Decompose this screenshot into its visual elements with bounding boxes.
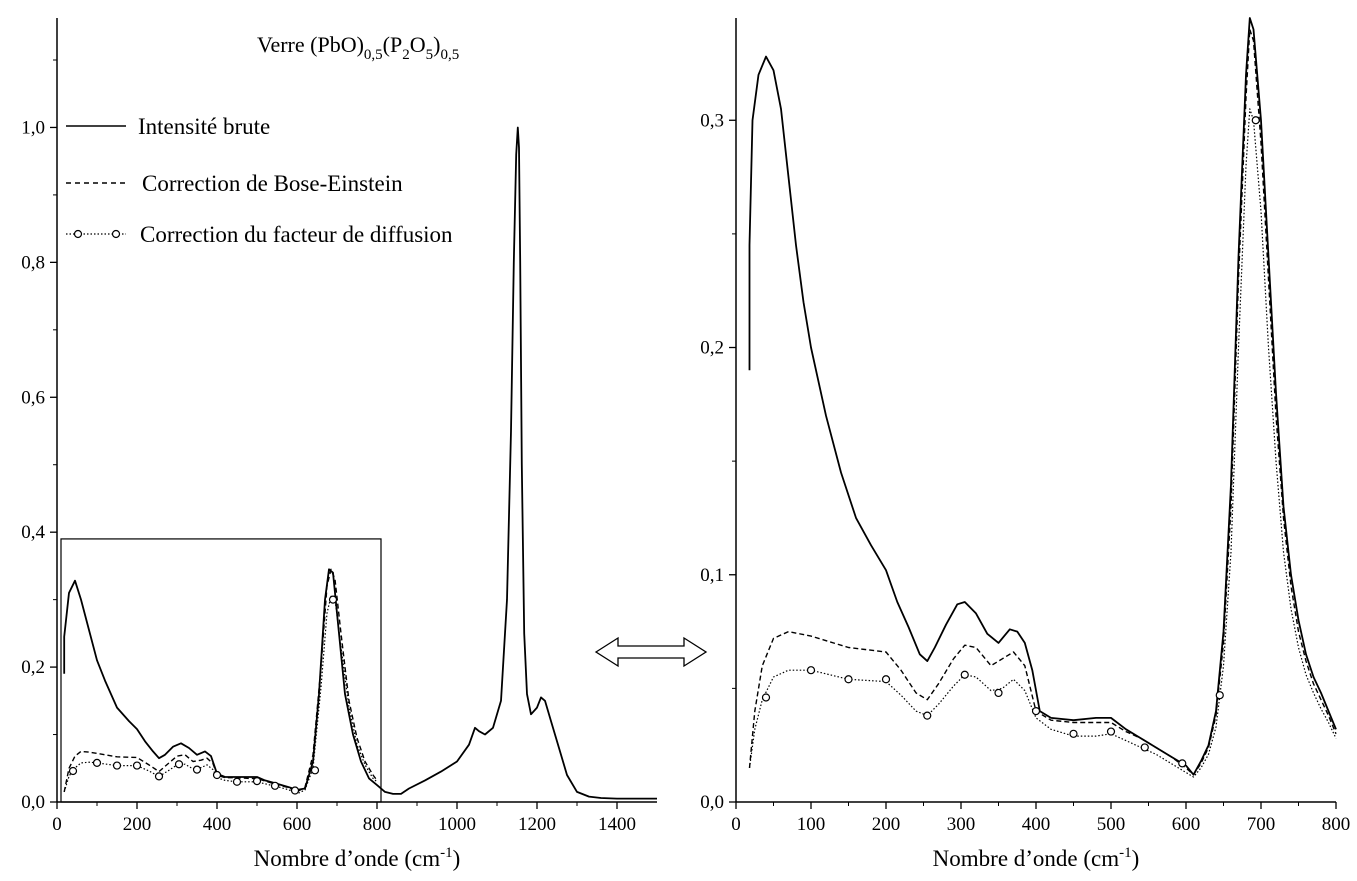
y-tick-label: 0,0 [700, 792, 724, 813]
y-tick-label: 0,2 [700, 338, 724, 359]
legend-marker-circle [73, 229, 83, 239]
series-marker-circle [1178, 759, 1187, 768]
legend-item-diffusion: Correction du facteur de diffusion [66, 222, 453, 247]
series-marker-circle [1140, 743, 1149, 752]
x-tick-label: 500 [1097, 814, 1126, 835]
series-line-solid [63, 126, 657, 800]
chart-title: Verre (PbO)0,5(P2O5)0,5 [257, 32, 459, 63]
left-ticks: 0 200 400 600 800 1000 1200 1400 0,0 0,2 0,4 0,6 0,8… [21, 59, 636, 835]
series-marker-circle [994, 688, 1003, 698]
legend-label: Intensité brute [138, 114, 270, 139]
y-tick-label: 0,3 [700, 110, 724, 131]
series-line-dashed [63, 568, 378, 793]
x-tick-label: 200 [872, 814, 901, 835]
y-tick-label: 0,0 [21, 792, 45, 813]
y-tick-label: 0,8 [21, 252, 45, 273]
left-x-axis-title: Nombre d’onde (cm-1) [254, 845, 461, 871]
series-marker-circle [960, 670, 969, 679]
series-marker-circle [232, 777, 242, 786]
x-tick-label: 100 [797, 814, 826, 835]
legend: Intensité brute Correction de Bose-Einst… [66, 114, 453, 247]
legend-item-bose-einstein: Correction de Bose-Einstein [66, 171, 403, 196]
series-marker-circle [1106, 727, 1116, 736]
x-tick-label: 600 [1172, 814, 1201, 835]
legend-item-raw: Intensité brute [66, 114, 270, 139]
series-marker-circle [881, 675, 891, 684]
right-x-axis-title: Nombre d’onde (cm-1) [933, 845, 1140, 871]
legend-marker-circle [111, 229, 121, 239]
right-chart-zoom: 0 100 200 300 400 500 600 700 800 0,0 0,1 0,2 0,3 No… [700, 17, 1350, 871]
x-tick-label: 400 [1022, 814, 1051, 835]
series-marker-circle [270, 781, 280, 790]
series-line-dotted-circles [748, 108, 1337, 778]
x-tick-label: 0 [731, 814, 741, 835]
series-marker-circle [212, 770, 222, 780]
x-tick-label: 1400 [598, 814, 636, 835]
right-curves [748, 17, 1337, 778]
series-marker-circle [761, 693, 771, 702]
series-marker-circle [68, 766, 78, 776]
double-arrow-icon [594, 636, 708, 668]
series-marker-circle [1251, 116, 1260, 125]
x-tick-label: 400 [203, 814, 232, 835]
series-line-dashed [748, 28, 1337, 776]
legend-label: Correction de Bose-Einstein [142, 171, 403, 196]
series-marker-circle [132, 761, 142, 770]
series-marker-circle [252, 776, 262, 786]
y-tick-label: 0,6 [21, 387, 45, 408]
x-tick-label: 600 [283, 814, 312, 835]
x-tick-label: 1200 [518, 814, 556, 835]
x-tick-label: 200 [123, 814, 152, 835]
series-marker-circle [290, 786, 300, 795]
y-tick-label: 0,1 [700, 565, 724, 586]
y-tick-label: 0,2 [21, 657, 45, 678]
x-tick-label: 800 [363, 814, 392, 835]
series-marker-circle [174, 760, 184, 769]
x-tick-label: 700 [1247, 814, 1276, 835]
left-curves [63, 126, 657, 800]
x-tick-label: 1000 [438, 814, 476, 835]
series-marker-circle [923, 711, 932, 720]
series-marker-circle [92, 758, 102, 767]
series-marker-circle [310, 766, 320, 775]
x-tick-label: 300 [947, 814, 976, 835]
series-marker-circle [844, 675, 853, 684]
series-marker-circle [192, 765, 202, 774]
series-marker-circle [328, 595, 338, 604]
x-tick-label: 800 [1322, 814, 1351, 835]
series-marker-circle [1215, 691, 1224, 700]
series-marker-circle [806, 666, 816, 675]
y-tick-label: 1,0 [21, 117, 45, 138]
series-line-solid [748, 17, 1337, 776]
y-tick-label: 0,4 [21, 522, 45, 543]
left-chart: 0 200 400 600 800 1000 1200 1400 0,0 0,2 0,4 0,6 0,8… [21, 18, 657, 871]
legend-label: Correction du facteur de diffusion [140, 222, 453, 247]
series-marker-circle [1069, 729, 1078, 738]
right-ticks: 0 100 200 300 400 500 600 700 800 0,0 0,1 0,2 0,3 [700, 110, 1350, 835]
series-marker-circle [1031, 707, 1041, 716]
zoom-region-box [60, 538, 382, 803]
series-marker-circle [112, 761, 122, 770]
x-tick-label: 0 [52, 814, 62, 835]
series-marker-circle [154, 772, 164, 781]
